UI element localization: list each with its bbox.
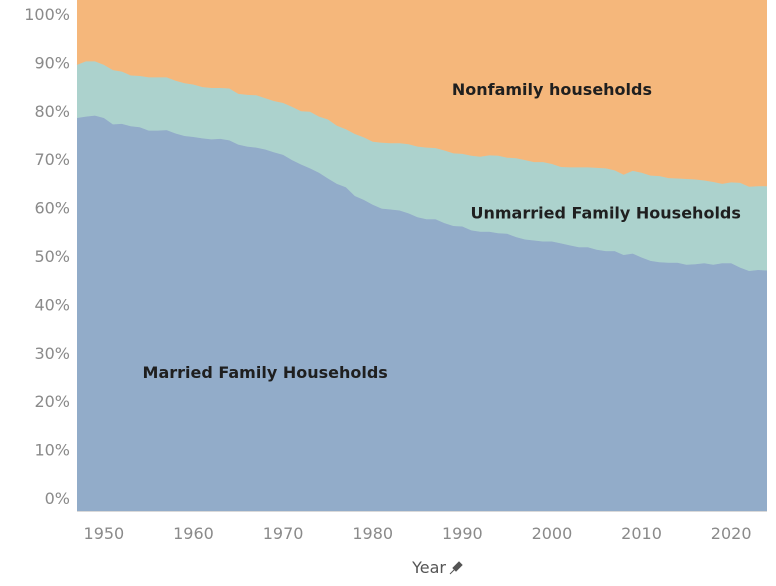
x-axis-ticks: 1950 1960 1970 1980 1990 2000 2010 2020 — [84, 524, 752, 543]
y-tick-label: 50% — [34, 247, 70, 266]
area-label-married-family-households: Married Family Households — [143, 363, 388, 382]
areas-layer — [76, 0, 768, 511]
x-tick-label: 2020 — [711, 524, 752, 543]
x-tick-label: 1950 — [84, 524, 125, 543]
y-tick-label: 30% — [34, 344, 70, 363]
x-axis-title-group[interactable]: Year — [411, 558, 463, 577]
x-axis-title: Year — [411, 558, 446, 577]
area-nonfamily-households[interactable] — [77, 0, 767, 187]
area-labels: Married Family Households Unmarried Famil… — [143, 80, 741, 382]
y-tick-label: 80% — [34, 102, 70, 121]
x-tick-label: 1970 — [263, 524, 304, 543]
area-label-unmarried-family-households: Unmarried Family Households — [470, 203, 740, 222]
y-tick-label: 90% — [34, 53, 70, 72]
y-tick-label: 10% — [34, 441, 70, 460]
y-tick-label: 40% — [34, 295, 70, 314]
pin-icon[interactable] — [449, 561, 463, 575]
x-tick-label: 1960 — [173, 524, 214, 543]
y-tick-label: 100% — [24, 5, 70, 24]
x-tick-label: 1990 — [442, 524, 483, 543]
x-tick-label: 2010 — [621, 524, 662, 543]
y-tick-label: 20% — [34, 392, 70, 411]
area-unmarried-family-households[interactable] — [77, 61, 767, 272]
y-tick-label: 60% — [34, 199, 70, 218]
y-tick-label: 0% — [45, 489, 70, 508]
x-tick-label: 2000 — [532, 524, 573, 543]
area-label-nonfamily-households: Nonfamily households — [452, 80, 652, 99]
area-married-family-households[interactable] — [77, 115, 767, 511]
y-tick-label: 70% — [34, 150, 70, 169]
x-tick-label: 1980 — [352, 524, 393, 543]
y-axis-ticks: 0% 10% 20% 30% 40% 50% 60% 70% 80% 90% 100% — [24, 5, 70, 508]
